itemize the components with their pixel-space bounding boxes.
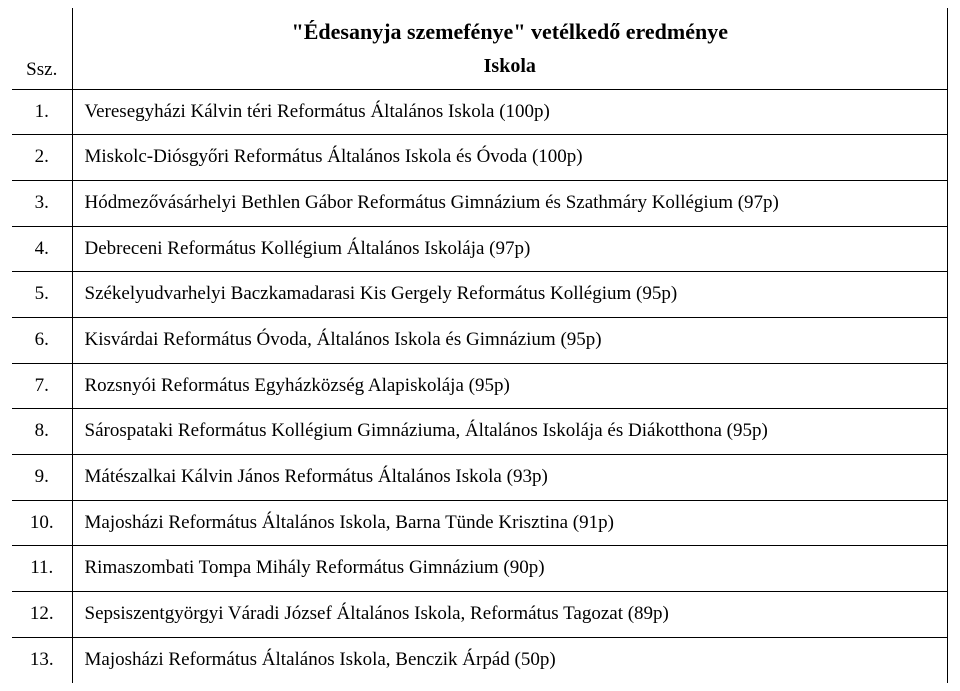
table-row: 5.Székelyudvarhelyi Baczkamadarasi Kis G… bbox=[12, 272, 948, 318]
table-row: 11.Rimaszombati Tompa Mihály Református … bbox=[12, 546, 948, 592]
school-name: Hódmezővásárhelyi Bethlen Gábor Reformát… bbox=[72, 180, 948, 226]
table-row: 10.Majosházi Református Általános Iskola… bbox=[12, 500, 948, 546]
school-name: Debreceni Református Kollégium Általános… bbox=[72, 226, 948, 272]
row-number: 8. bbox=[12, 409, 72, 455]
header-title-cell: "Édesanyja szemefénye" vetélkedő eredmén… bbox=[72, 8, 948, 89]
table-row: 6.Kisvárdai Református Óvoda, Általános … bbox=[12, 318, 948, 364]
page-title: "Édesanyja szemefénye" vetélkedő eredmén… bbox=[85, 18, 936, 51]
school-name: Mátészalkai Kálvin János Református Álta… bbox=[72, 455, 948, 501]
table-row: 4.Debreceni Református Kollégium Általán… bbox=[12, 226, 948, 272]
column-header-school: Iskola bbox=[85, 51, 936, 79]
row-number: 7. bbox=[12, 363, 72, 409]
school-name: Székelyudvarhelyi Baczkamadarasi Kis Ger… bbox=[72, 272, 948, 318]
table-row: 7.Rozsnyói Református Egyházközség Alapi… bbox=[12, 363, 948, 409]
row-number: 10. bbox=[12, 500, 72, 546]
row-number: 13. bbox=[12, 637, 72, 682]
table-row: 2.Miskolc-Diósgyőri Református Általános… bbox=[12, 135, 948, 181]
school-name: Kisvárdai Református Óvoda, Általános Is… bbox=[72, 318, 948, 364]
school-name: Majosházi Református Általános Iskola, B… bbox=[72, 637, 948, 682]
school-name: Rozsnyói Református Egyházközség Alapisk… bbox=[72, 363, 948, 409]
row-number: 5. bbox=[12, 272, 72, 318]
row-number: 6. bbox=[12, 318, 72, 364]
school-name: Sárospataki Református Kollégium Gimnázi… bbox=[72, 409, 948, 455]
results-table: Ssz. "Édesanyja szemefénye" vetélkedő er… bbox=[12, 8, 948, 683]
school-name: Rimaszombati Tompa Mihály Református Gim… bbox=[72, 546, 948, 592]
table-row: 13.Majosházi Református Általános Iskola… bbox=[12, 637, 948, 682]
school-name: Sepsiszentgyörgyi Váradi József Általáno… bbox=[72, 592, 948, 638]
row-number: 12. bbox=[12, 592, 72, 638]
header-row: Ssz. "Édesanyja szemefénye" vetélkedő er… bbox=[12, 8, 948, 89]
row-number: 1. bbox=[12, 89, 72, 135]
table-row: 3.Hódmezővásárhelyi Bethlen Gábor Reform… bbox=[12, 180, 948, 226]
table-row: 1.Veresegyházi Kálvin téri Református Ál… bbox=[12, 89, 948, 135]
school-name: Miskolc-Diósgyőri Református Általános I… bbox=[72, 135, 948, 181]
header-corner: Ssz. bbox=[12, 8, 72, 89]
table-row: 12.Sepsiszentgyörgyi Váradi József Által… bbox=[12, 592, 948, 638]
row-number: 2. bbox=[12, 135, 72, 181]
school-name: Veresegyházi Kálvin téri Református Álta… bbox=[72, 89, 948, 135]
school-name: Majosházi Református Általános Iskola, B… bbox=[72, 500, 948, 546]
row-number: 4. bbox=[12, 226, 72, 272]
row-number: 9. bbox=[12, 455, 72, 501]
row-number: 11. bbox=[12, 546, 72, 592]
table-row: 9.Mátészalkai Kálvin János Református Ál… bbox=[12, 455, 948, 501]
row-number: 3. bbox=[12, 180, 72, 226]
table-row: 8.Sárospataki Református Kollégium Gimná… bbox=[12, 409, 948, 455]
